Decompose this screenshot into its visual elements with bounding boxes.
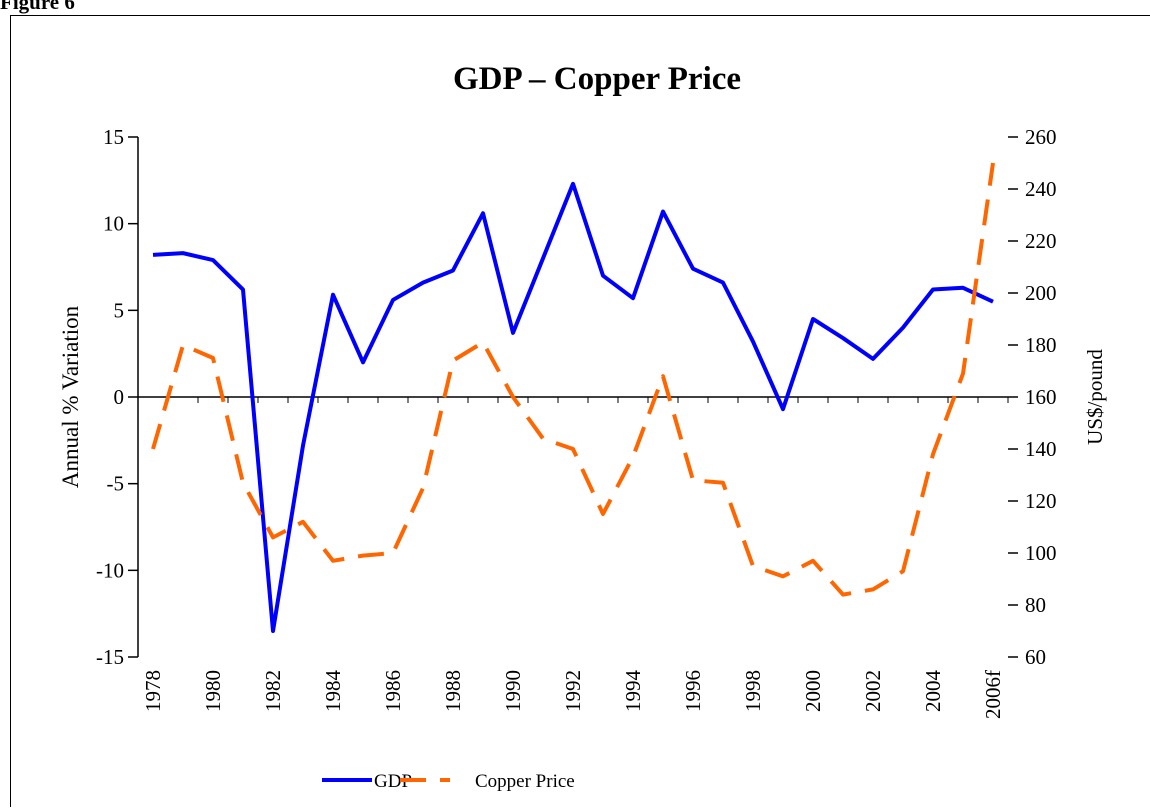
x-tick-label: 1986 (381, 670, 405, 712)
figure-label: Figure 6 (0, 0, 75, 14)
x-tick-label: 1998 (741, 670, 765, 712)
legend-label: Copper Price (475, 771, 575, 792)
y-tick-label: 15 (103, 125, 124, 149)
x-tick-label: 1982 (261, 670, 285, 712)
y2-tick-label: 140 (1025, 437, 1057, 461)
y2-tick-label: 240 (1025, 177, 1057, 201)
x-tick-label: 2006f (981, 670, 1005, 719)
y-tick-label: 10 (103, 212, 124, 236)
y2-axis-label: US$/pound (1083, 349, 1107, 445)
y2-tick-label: 260 (1025, 125, 1057, 149)
series-line (153, 163, 993, 595)
y2-tick-label: 80 (1025, 593, 1046, 617)
y-tick-label: -15 (96, 645, 124, 669)
series-line (153, 184, 993, 631)
x-tick-label: 1984 (321, 670, 345, 713)
x-tick-label: 2004 (921, 670, 945, 713)
y2-tick-label: 220 (1025, 229, 1057, 253)
x-tick-label: 1992 (561, 670, 585, 712)
x-tick-label: 2000 (801, 670, 825, 712)
x-tick-label: 1980 (201, 670, 225, 712)
chart-title: GDP – Copper Price (453, 61, 741, 97)
y2-tick-label: 100 (1025, 541, 1057, 565)
y-tick-label: -5 (107, 472, 125, 496)
y2-tick-label: 180 (1025, 333, 1057, 357)
y2-tick-label: 200 (1025, 281, 1057, 305)
x-tick-label: 1990 (501, 670, 525, 712)
y2-tick-label: 120 (1025, 489, 1057, 513)
y2-tick-label: 160 (1025, 385, 1057, 409)
y2-tick-label: 60 (1025, 645, 1046, 669)
x-tick-label: 1988 (441, 670, 465, 712)
x-tick-label: 1994 (621, 670, 645, 713)
y-tick-label: 0 (114, 385, 125, 409)
x-tick-label: 1978 (141, 670, 165, 712)
y-tick-label: 5 (114, 298, 125, 322)
y-axis-label: Annual % Variation (58, 305, 83, 488)
x-tick-label: 2002 (861, 670, 885, 712)
y-tick-label: -10 (96, 558, 124, 582)
x-tick-label: 1996 (681, 670, 705, 712)
